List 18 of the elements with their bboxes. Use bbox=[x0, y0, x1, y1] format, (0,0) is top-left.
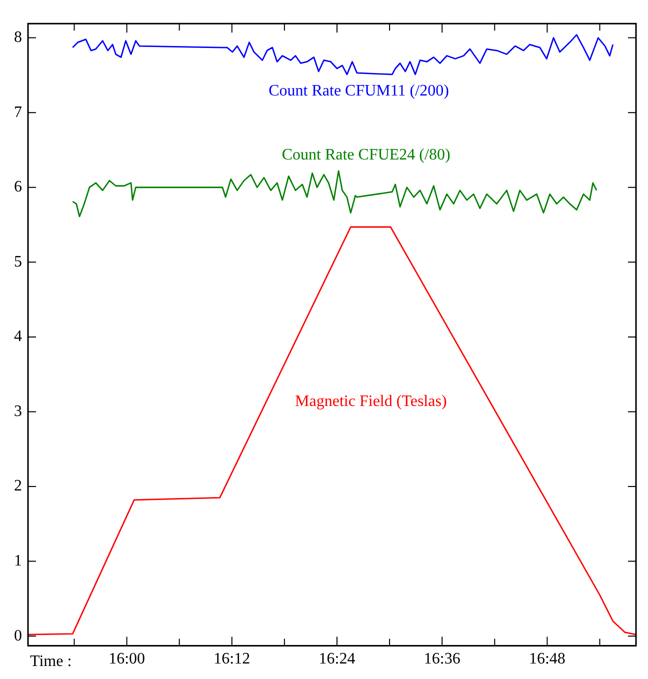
series-label: Magnetic Field (Teslas) bbox=[295, 393, 447, 410]
series-label: Count Rate CFUE24 (/80) bbox=[282, 146, 450, 164]
y-tick-label: 6 bbox=[14, 178, 22, 196]
x-tick-label: 16:12 bbox=[214, 650, 250, 668]
y-tick-label: 1 bbox=[14, 552, 22, 570]
y-tick-label: 4 bbox=[14, 328, 22, 346]
x-tick-label: 16:24 bbox=[318, 650, 356, 668]
x-axis-title: Time : bbox=[30, 653, 72, 670]
series-label: Count Rate CFUM11 (/200) bbox=[268, 82, 449, 100]
y-tick-label: 5 bbox=[14, 253, 22, 270]
x-tick-label: 16:36 bbox=[424, 650, 460, 668]
y-tick-label: 3 bbox=[14, 402, 22, 420]
y-tick-label: 2 bbox=[14, 478, 22, 495]
y-tick-label: 7 bbox=[14, 104, 22, 121]
x-tick-label: 16:00 bbox=[108, 650, 146, 668]
x-tick-label: 16:48 bbox=[528, 650, 566, 668]
y-tick-label: 0 bbox=[14, 627, 22, 644]
y-tick-label: 8 bbox=[14, 29, 22, 46]
